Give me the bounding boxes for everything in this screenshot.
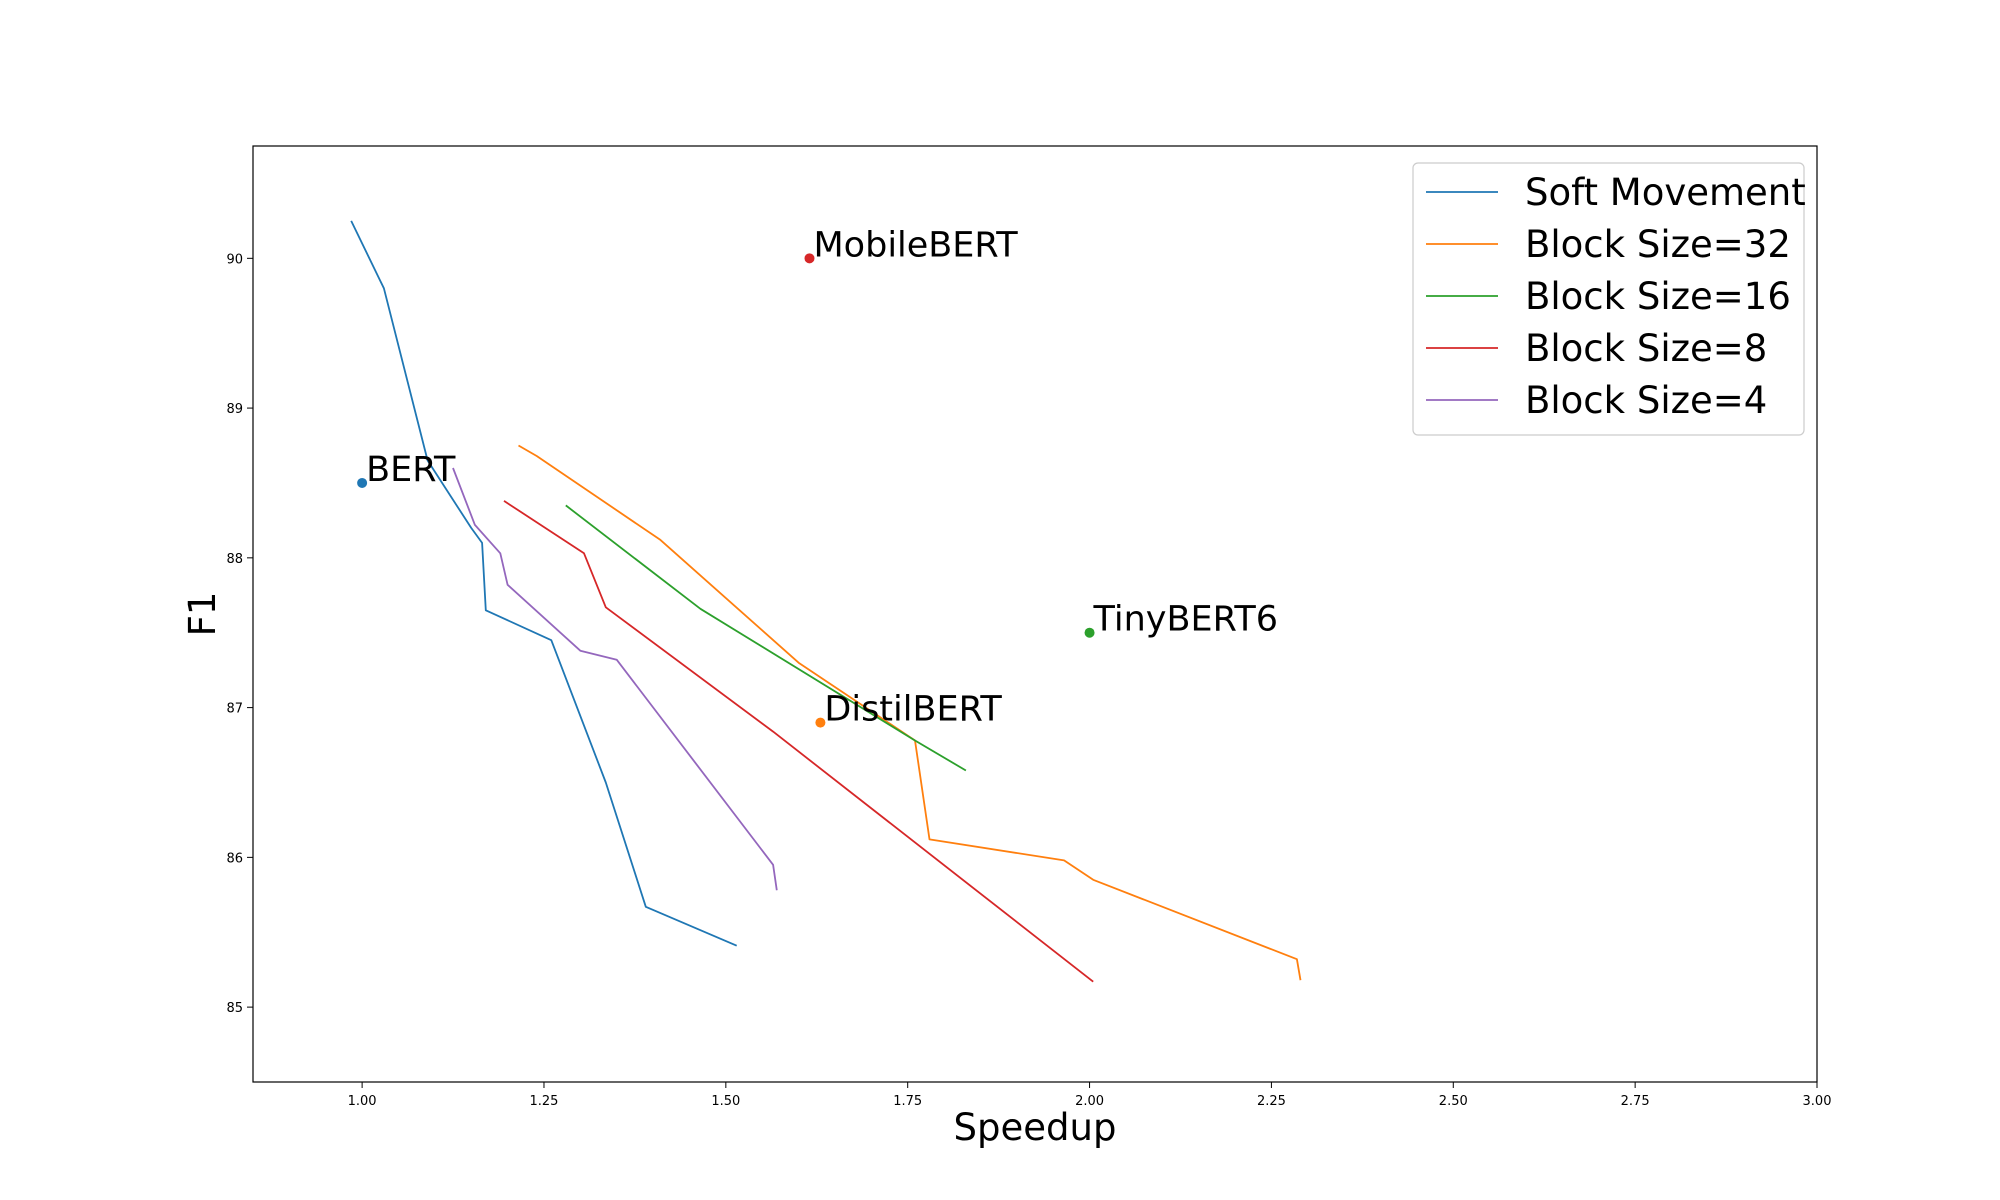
y-tick-label: 89 [226, 402, 243, 417]
x-tick-label: 2.75 [1621, 1094, 1650, 1109]
point-label-bert: BERT [366, 450, 456, 490]
x-tick-label: 2.25 [1257, 1094, 1286, 1109]
y-tick-label: 88 [226, 552, 243, 567]
legend-label: Block Size=32 [1525, 223, 1791, 266]
point-distilbert [815, 717, 826, 728]
x-tick-label: 1.50 [711, 1094, 740, 1109]
x-axis: 1.00 1.25 1.50 1.75 2.00 2.25 2.50 2.75 3.00 [348, 1082, 1832, 1109]
legend-box [1412, 162, 1805, 436]
legend-label: Block Size=16 [1525, 275, 1791, 318]
x-tick-label: 3.00 [1803, 1094, 1832, 1109]
series-line-block-size-8 [503, 500, 1094, 983]
x-tick-label: 2.50 [1439, 1094, 1468, 1109]
y-axis-label: F1 [181, 592, 224, 637]
x-tick-label: 1.75 [893, 1094, 922, 1109]
x-axis-label: Speedup [954, 1106, 1117, 1149]
point-bert [357, 477, 368, 488]
series-line-block-size-32 [518, 444, 1302, 981]
point-label-distilbert: DistilBERT [824, 690, 1002, 730]
x-tick-label: 2.00 [1075, 1094, 1104, 1109]
legend-label: Soft Movement [1525, 171, 1806, 214]
y-tick-label: 86 [226, 851, 243, 866]
legend: Soft Movement Block Size=32 Block Size=16 B… [1412, 162, 1806, 436]
x-tick-label: 1.00 [348, 1094, 377, 1109]
point-label-tinybert6: TinyBERT6 [1093, 600, 1278, 640]
y-tick-label: 90 [226, 252, 243, 267]
series-line-soft-movement [350, 220, 738, 947]
y-tick-label: 85 [226, 1001, 243, 1016]
point-mobilebert [804, 253, 815, 264]
y-axis: 85 86 87 88 89 90 [226, 252, 253, 1016]
labeled-points: BERT MobileBERT TinyBERT6 DistilBERT [357, 225, 1278, 730]
x-tick-label: 1.25 [530, 1094, 559, 1109]
y-tick-label: 87 [226, 702, 243, 717]
point-tinybert6 [1084, 627, 1095, 638]
series-lines [350, 220, 1302, 983]
series-line-block-size-16 [565, 504, 967, 772]
legend-label: Block Size=8 [1525, 327, 1767, 370]
legend-label: Block Size=4 [1525, 379, 1767, 422]
point-label-mobilebert: MobileBERT [813, 225, 1018, 265]
series-line-block-size-4 [452, 467, 778, 891]
